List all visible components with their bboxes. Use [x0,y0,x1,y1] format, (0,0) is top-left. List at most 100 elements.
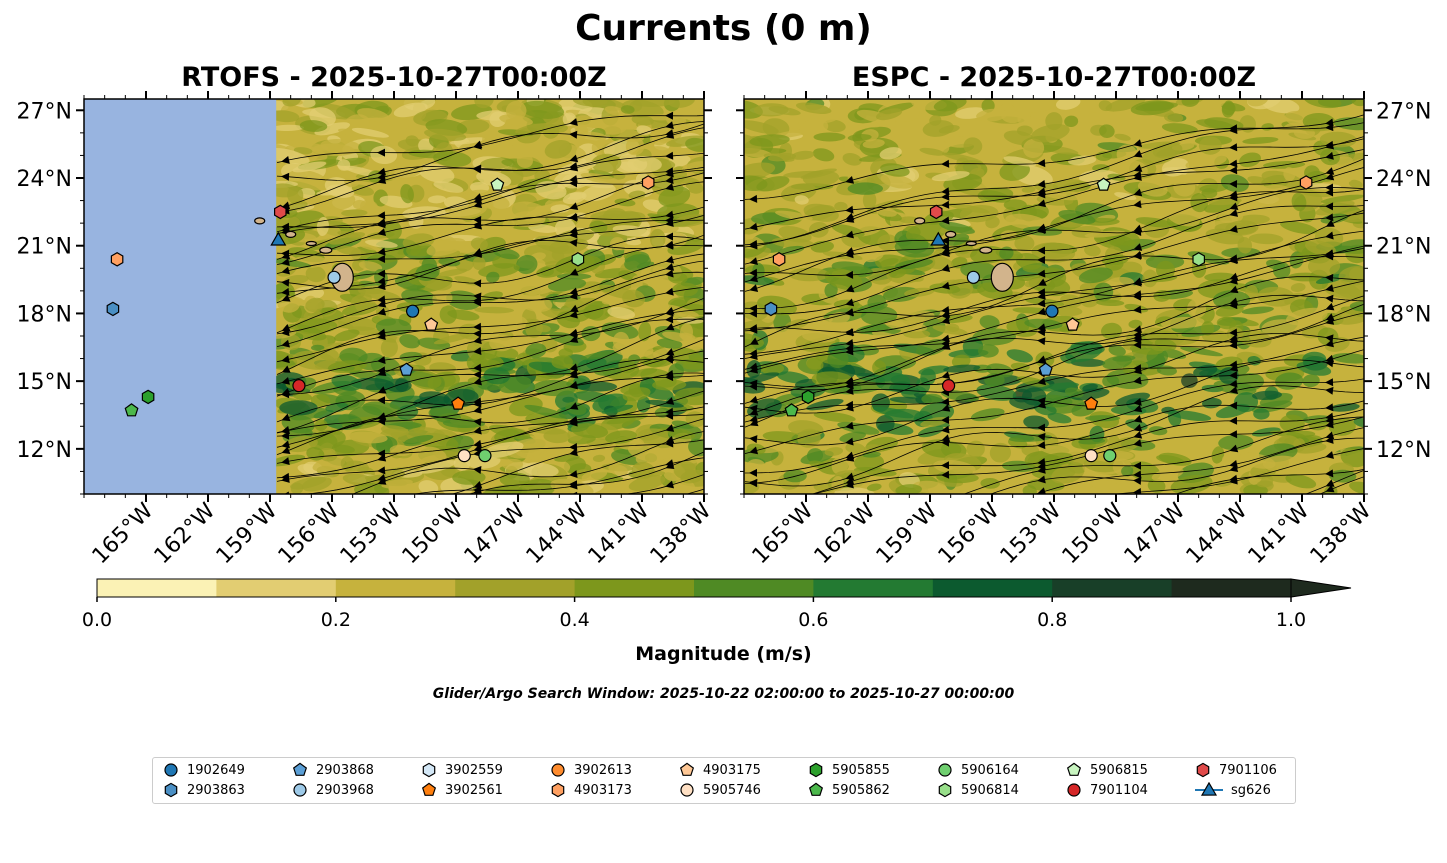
streamline-arrow [280,511,290,521]
xtick-label: 153°W [996,498,1067,569]
colorbar-segment [694,579,814,597]
streamline [276,206,704,256]
legend-label: 3902613 [574,762,632,778]
marker-2903868 [399,362,414,376]
streamline-arrow [1325,167,1335,175]
streamline-arrow [1325,213,1334,222]
streamline-arrow [748,503,757,512]
legend-marker-icon [422,762,436,778]
legend-shape [421,782,437,796]
island-shape [945,230,957,238]
streamline-arrow [569,381,578,390]
streamline-arrow [941,461,950,470]
streamline-arrow [1133,461,1141,470]
legend-shape [292,762,308,776]
legend-item: 2903863 [163,781,245,799]
legend-shape [1067,783,1081,797]
streamline-arrow [665,151,674,160]
streamline-arrow [1037,423,1046,432]
streamline-arrow [569,481,578,490]
streamline-arrow [569,328,578,337]
marker-2903968 [966,270,981,284]
streamline [276,123,704,181]
legend-marker-icon [938,763,952,777]
streamline-arrow [376,549,385,558]
legend-label: 5905862 [832,782,890,798]
ytick-label: 18°N [1376,302,1431,327]
streamline-arrow [1229,341,1238,350]
streamline-arrow [1037,246,1045,255]
streamline-arrow [1037,356,1047,365]
marker-2903868 [1038,362,1053,376]
streamline-arrow [281,446,291,454]
streamline [276,121,704,210]
island-shape [990,262,1014,292]
streamline-arrow [1133,330,1142,339]
ytick-label: 15°N [17,370,72,395]
colorbar-segment [335,579,456,597]
streamline-arrow [569,202,579,211]
streamline-arrow [749,274,759,283]
streamline-arrow [281,355,290,364]
streamline-arrow [1229,363,1239,372]
streamline-arrow [748,515,757,524]
ytick-label: 21°N [1376,235,1431,260]
legend-marker-icon [680,783,694,797]
streamline-arrow [749,435,758,444]
streamline-arrow [845,308,854,317]
streamline-arrow [281,328,290,337]
streamline-arrow [665,436,675,444]
marker-5906815 [490,177,505,191]
streamline-arrow [749,222,758,231]
xtick-label: 159°W [872,498,943,569]
streamline-arrow [1229,202,1239,210]
streamline-arrow [1229,379,1238,388]
colorbar-tick-label: 0.0 [82,609,112,631]
streamline-arrow [941,236,950,245]
streamline [276,317,704,434]
legend-label: 7901104 [1090,782,1148,798]
streamline-arrow [1325,294,1334,303]
streamline-arrow [749,379,758,388]
streamline-arrow [1133,228,1142,236]
streamline-arrow [569,370,579,379]
streamline-arrow [941,246,951,255]
streamline-arrow [1229,386,1239,394]
streamline-arrow [377,282,386,291]
streamline-arrow [665,111,674,120]
no-data-mask [84,99,277,494]
streamline-arrow [1229,190,1238,199]
streamline [1034,427,1364,494]
ytick-label: 12°N [17,438,72,463]
streamline [411,457,704,494]
streamline-arrow [473,439,482,448]
streamline-arrow [665,241,674,250]
legend-marker-icon [164,763,178,777]
xtick-label: 144°W [522,498,593,569]
streamline-arrow [749,240,758,248]
streamline-arrow [281,339,290,348]
streamline-arrow [1229,297,1239,306]
streamline-arrow [1325,231,1334,240]
streamline-arrow [1325,386,1334,395]
ytick-label: 15°N [1376,370,1431,395]
streamline-arrow [281,377,290,385]
streamline-arrow [941,310,951,318]
streamline-arrow [281,440,290,449]
streamline-arrow [665,493,674,494]
legend-label: 2903968 [316,782,374,798]
streamline-arrow [1325,317,1335,325]
xtick-label: 162°W [150,498,221,569]
streamline-arrow [569,448,578,457]
xtick-label: 156°W [934,498,1005,569]
legend-item: 4903175 [679,761,761,779]
legend-marker-icon [809,762,823,778]
ytick-label: 24°N [17,167,72,192]
streamline-arrow [665,459,674,467]
streamline-arrow [1133,364,1142,373]
legend-shape [293,783,307,797]
marker-1902649 [1045,304,1059,318]
streamline-arrow [281,249,290,258]
streamline [276,169,704,260]
colorbar-tick-label: 0.8 [1037,609,1067,631]
